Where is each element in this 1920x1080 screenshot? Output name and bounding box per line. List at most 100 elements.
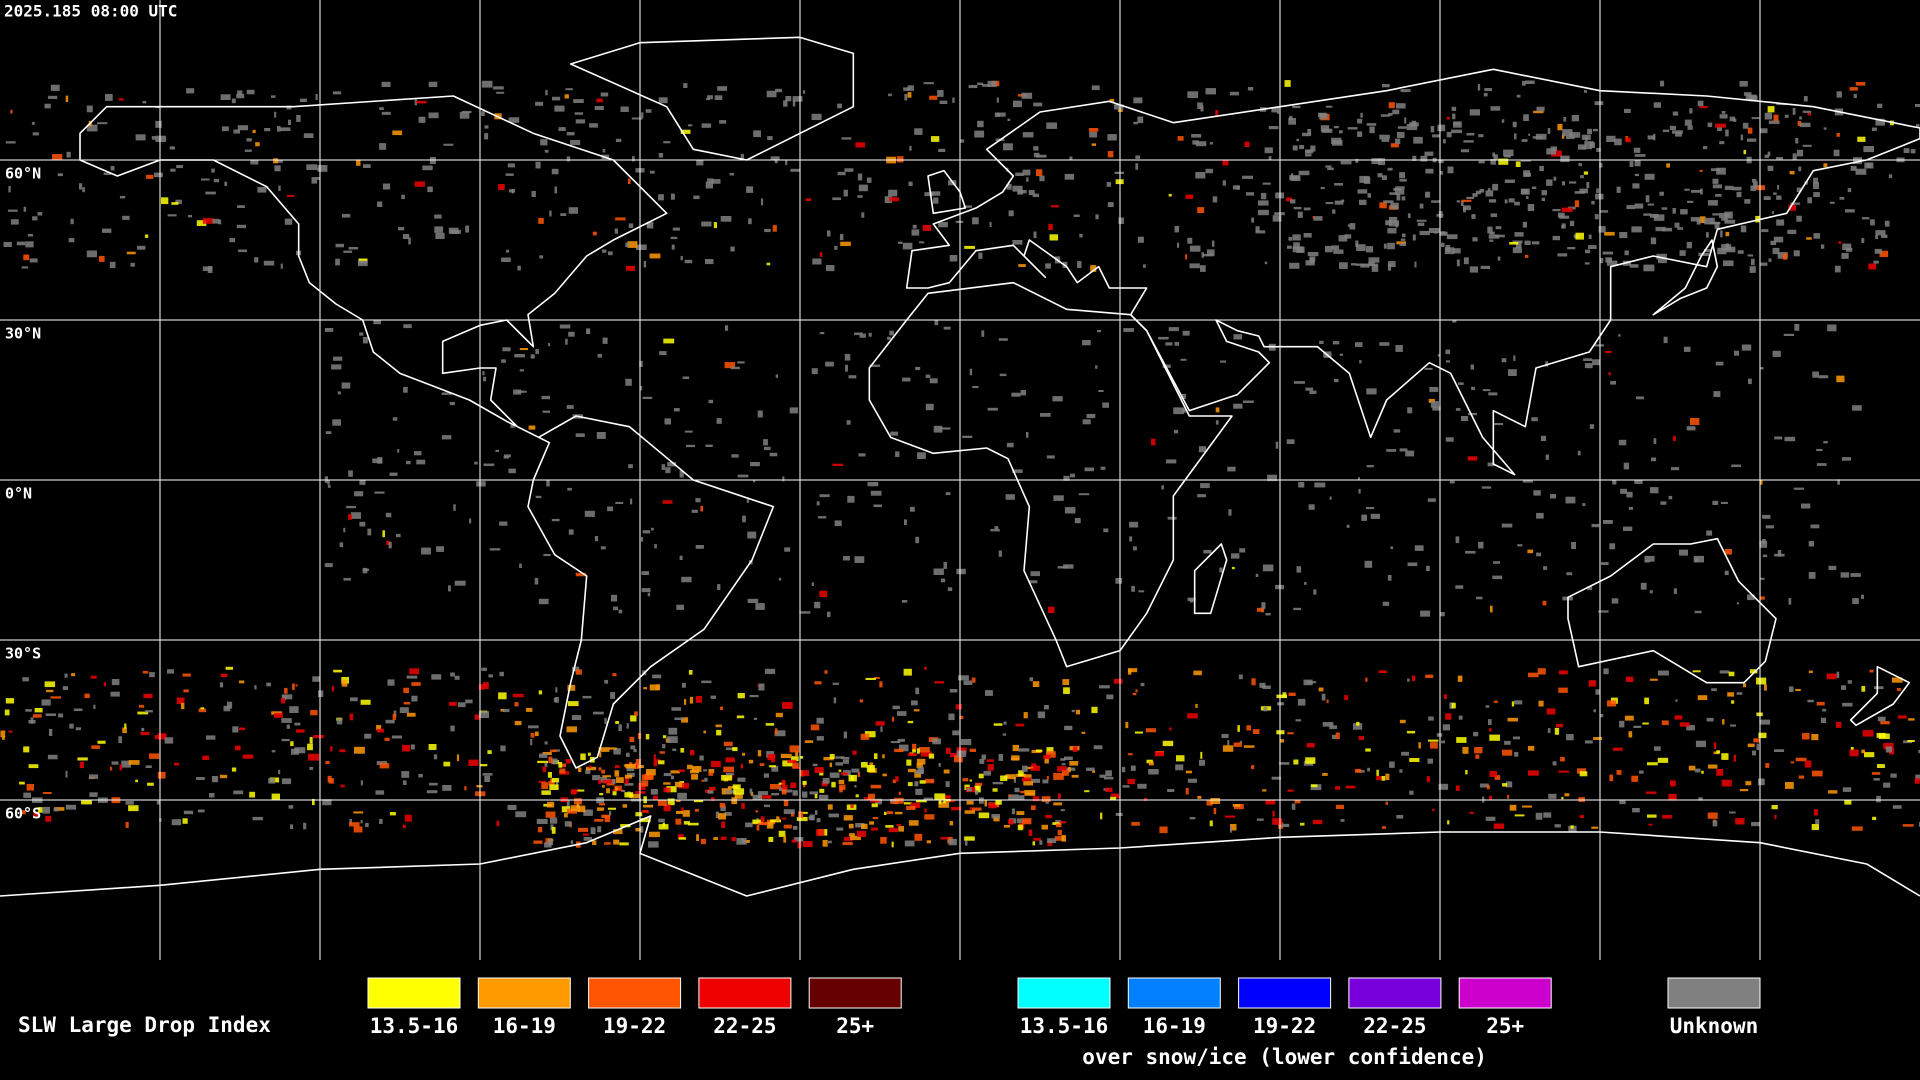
cloud-pixel: [1593, 709, 1596, 713]
cloud-pixel: [848, 774, 857, 782]
cloud-pixel: [1326, 699, 1329, 704]
cloud-pixel: [1252, 729, 1260, 734]
cloud-pixel: [789, 407, 799, 414]
cloud-pixel: [1760, 262, 1768, 266]
cloud-pixel: [880, 837, 887, 844]
cloud-pixel: [1554, 824, 1561, 828]
cloud-pixel: [1570, 220, 1575, 227]
cloud-pixel: [1103, 528, 1109, 533]
cloud-pixel: [1047, 606, 1055, 613]
cloud-pixel: [787, 759, 797, 763]
cloud-pixel: [1847, 680, 1852, 684]
cloud-pixel: [1512, 240, 1523, 244]
cloud-pixel: [1792, 153, 1797, 160]
cloud-pixel: [891, 841, 894, 848]
cloud-pixel: [663, 773, 672, 777]
cloud-pixel: [1414, 545, 1424, 551]
cloud-pixel: [1743, 92, 1752, 96]
cloud-pixel: [1102, 402, 1109, 408]
latitude-label: 0°N: [5, 485, 32, 503]
cloud-pixel: [552, 96, 561, 101]
cloud-pixel: [996, 112, 1006, 117]
cloud-pixel: [448, 701, 457, 706]
cloud-pixel: [1165, 342, 1173, 346]
cloud-pixel: [1902, 824, 1914, 827]
cloud-pixel: [989, 221, 992, 227]
cloud-pixel: [719, 120, 727, 124]
cloud-pixel: [1360, 263, 1370, 268]
cloud-pixel: [1460, 149, 1470, 153]
cloud-pixel: [1808, 572, 1816, 579]
cloud-pixel: [790, 782, 797, 789]
cloud-pixel: [571, 789, 578, 794]
cloud-pixel: [1686, 725, 1695, 731]
cloud-pixel: [1100, 812, 1103, 820]
cloud-pixel: [403, 702, 411, 705]
cloud-pixel: [1073, 214, 1080, 217]
legend-label: 25+: [836, 1014, 874, 1038]
cloud-pixel: [309, 737, 313, 744]
cloud-pixel: [895, 451, 900, 457]
cloud-pixel: [616, 777, 624, 783]
cloud-pixel: [1093, 745, 1103, 750]
cloud-pixel: [737, 693, 745, 699]
cloud-pixel: [539, 255, 544, 259]
cloud-pixel: [1052, 822, 1062, 825]
cloud-pixel: [956, 568, 966, 575]
cloud-pixel: [1852, 598, 1859, 604]
cloud-pixel: [1215, 420, 1219, 425]
cloud-pixel: [75, 727, 82, 731]
cloud-pixel: [448, 585, 451, 592]
cloud-pixel: [143, 693, 153, 699]
cloud-pixel: [929, 95, 938, 100]
cloud-pixel: [379, 107, 384, 110]
cloud-pixel: [1445, 437, 1454, 442]
cloud-pixel: [1428, 228, 1440, 233]
cloud-pixel: [1390, 202, 1399, 210]
cloud-pixel: [1619, 720, 1625, 728]
cloud-pixel: [211, 776, 219, 783]
cloud-pixel: [1458, 382, 1464, 385]
cloud-pixel: [1915, 104, 1920, 107]
cloud-pixel: [1334, 200, 1344, 205]
cloud-pixel: [1011, 392, 1021, 397]
cloud-pixel: [1177, 136, 1184, 141]
cloud-pixel: [1388, 261, 1396, 267]
cloud-pixel: [1577, 768, 1586, 774]
cloud-pixel: [1028, 580, 1038, 584]
cloud-pixel: [23, 792, 31, 798]
cloud-pixel: [872, 817, 879, 820]
cloud-pixel: [1308, 504, 1315, 510]
cloud-pixel: [1044, 757, 1049, 764]
cloud-pixel: [1475, 190, 1481, 195]
cloud-pixel: [1512, 121, 1517, 128]
cloud-pixel: [757, 750, 762, 757]
cloud-pixel: [1395, 345, 1403, 352]
cloud-pixel: [749, 695, 759, 698]
cloud-pixel: [682, 376, 690, 380]
cloud-pixel: [482, 773, 493, 776]
cloud-pixel: [119, 195, 126, 199]
cloud-pixel: [643, 687, 648, 690]
cloud-pixel: [819, 788, 825, 793]
cloud-pixel: [756, 824, 760, 831]
cloud-pixel: [1233, 742, 1242, 747]
cloud-pixel: [576, 789, 585, 792]
cloud-pixel: [93, 704, 96, 709]
cloud-pixel: [1382, 175, 1387, 180]
cloud-pixel: [1836, 91, 1842, 98]
cloud-pixel: [1200, 751, 1203, 759]
cloud-pixel: [226, 701, 233, 709]
cloud-pixel: [1020, 790, 1026, 794]
cloud-pixel: [1592, 359, 1601, 366]
cloud-pixel: [1515, 241, 1522, 249]
cloud-pixel: [711, 179, 721, 184]
cloud-pixel: [599, 793, 604, 796]
cloud-pixel: [1836, 671, 1840, 678]
cloud-pixel: [1230, 824, 1237, 831]
cloud-pixel: [1687, 125, 1693, 130]
cloud-pixel: [2, 736, 5, 740]
cloud-pixel: [469, 518, 472, 524]
cloud-pixel: [1246, 725, 1251, 731]
cloud-pixel: [1751, 258, 1755, 266]
